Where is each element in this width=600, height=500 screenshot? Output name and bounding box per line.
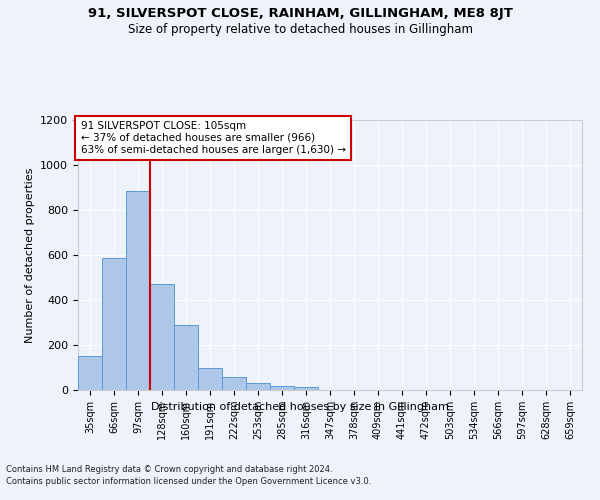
Bar: [270, 386, 294, 390]
Text: 91 SILVERSPOT CLOSE: 105sqm
← 37% of detached houses are smaller (966)
63% of se: 91 SILVERSPOT CLOSE: 105sqm ← 37% of det…: [80, 122, 346, 154]
Y-axis label: Number of detached properties: Number of detached properties: [25, 168, 35, 342]
Text: 91, SILVERSPOT CLOSE, RAINHAM, GILLINGHAM, ME8 8JT: 91, SILVERSPOT CLOSE, RAINHAM, GILLINGHA…: [88, 8, 512, 20]
Bar: [174, 325, 198, 390]
Text: Distribution of detached houses by size in Gillingham: Distribution of detached houses by size …: [151, 402, 449, 412]
Text: Contains public sector information licensed under the Open Government Licence v3: Contains public sector information licen…: [6, 478, 371, 486]
Bar: [126, 191, 150, 390]
Text: Size of property relative to detached houses in Gillingham: Size of property relative to detached ho…: [128, 22, 473, 36]
Bar: [150, 284, 174, 390]
Bar: [294, 388, 318, 390]
Bar: [246, 383, 270, 390]
Bar: [222, 376, 246, 390]
Bar: [198, 368, 222, 390]
Bar: [102, 258, 126, 390]
Bar: [78, 356, 102, 390]
Text: Contains HM Land Registry data © Crown copyright and database right 2024.: Contains HM Land Registry data © Crown c…: [6, 465, 332, 474]
